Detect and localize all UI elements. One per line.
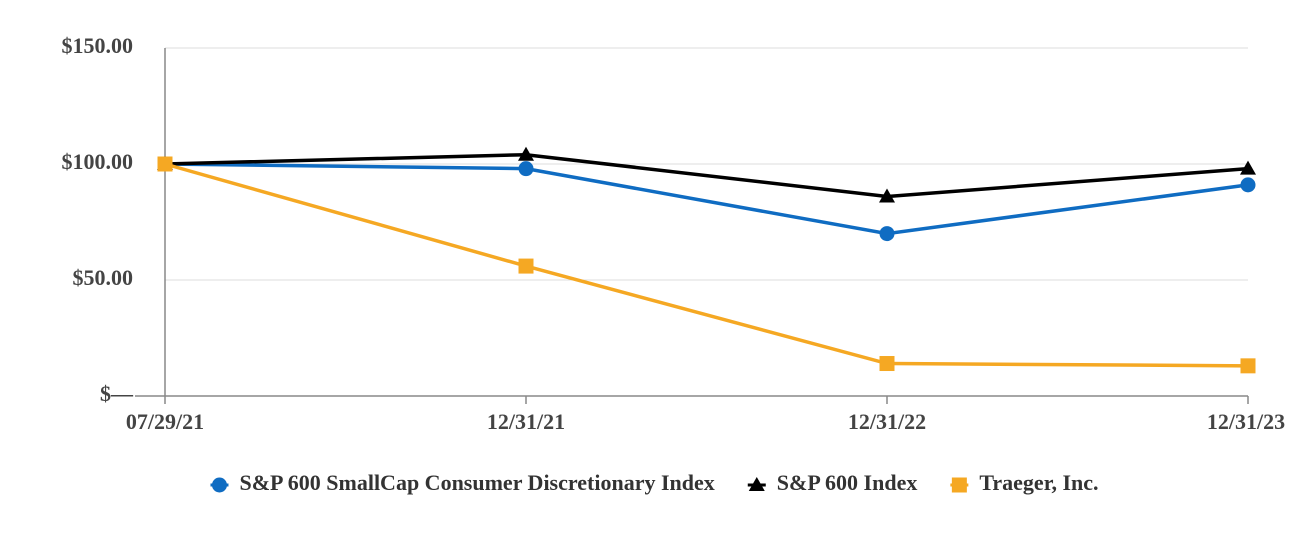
- legend-item: Traeger, Inc.: [950, 470, 1099, 495]
- y-tick-label: $—: [100, 381, 134, 406]
- data-point: [157, 156, 173, 172]
- data-point: [518, 146, 534, 161]
- data-point: [879, 356, 895, 372]
- x-tick-label: 12/31/22: [848, 409, 926, 434]
- y-tick-label: $100.00: [62, 149, 134, 174]
- legend-item: S&P 600 SmallCap Consumer Discretionary …: [210, 470, 715, 495]
- legend-item: S&P 600 Index: [747, 470, 918, 495]
- legend-marker: [211, 477, 227, 493]
- data-point: [1240, 177, 1256, 193]
- x-tick-label: 07/29/21: [126, 409, 204, 434]
- legend-text: S&P 600 Index: [777, 470, 918, 495]
- series-line: [164, 152, 1249, 199]
- legend-marker: [748, 477, 765, 491]
- series-line: [164, 162, 1249, 236]
- legend: S&P 600 SmallCap Consumer Discretionary …: [210, 470, 1099, 495]
- data-point: [1240, 358, 1256, 374]
- y-tick-label: $150.00: [62, 33, 134, 58]
- y-tick-label: $50.00: [73, 265, 134, 290]
- legend-text: Traeger, Inc.: [979, 470, 1098, 495]
- data-point: [879, 188, 895, 203]
- data-point: [1240, 160, 1256, 175]
- data-point: [879, 226, 895, 242]
- x-tick-label: 12/31/21: [487, 409, 565, 434]
- data-point: [518, 161, 534, 177]
- data-point: [518, 258, 534, 274]
- x-tick-label: 12/31/23: [1207, 409, 1285, 434]
- legend-marker: [951, 477, 967, 493]
- series-line: [164, 162, 1249, 368]
- legend-text: S&P 600 SmallCap Consumer Discretionary …: [239, 470, 714, 495]
